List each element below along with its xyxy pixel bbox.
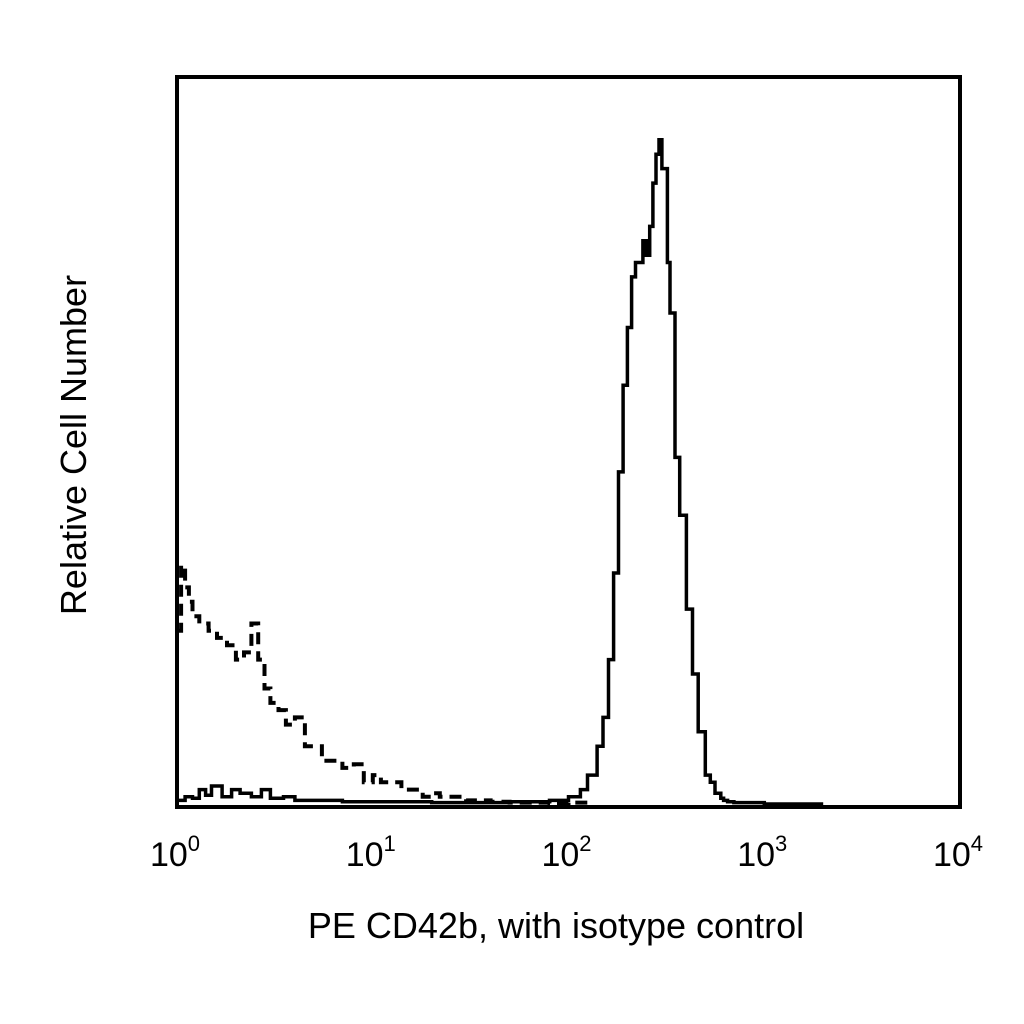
plot-frame (175, 75, 962, 809)
y-axis-title: Relative Cell Number (53, 275, 94, 615)
x-axis-title: PE CD42b, with isotype control (308, 905, 804, 946)
series-layer (177, 138, 824, 806)
x-tick-labels: 100 101 102 103 104 (150, 831, 983, 874)
x-tick-label: 103 (737, 831, 787, 874)
x-tick-label: 101 (346, 831, 396, 874)
isotype-control-series (177, 563, 593, 806)
x-tick-label: 102 (541, 831, 591, 874)
x-tick-label: 104 (933, 831, 983, 874)
pe-cd42b-series (177, 138, 824, 806)
x-tick-label: 100 (150, 831, 200, 874)
